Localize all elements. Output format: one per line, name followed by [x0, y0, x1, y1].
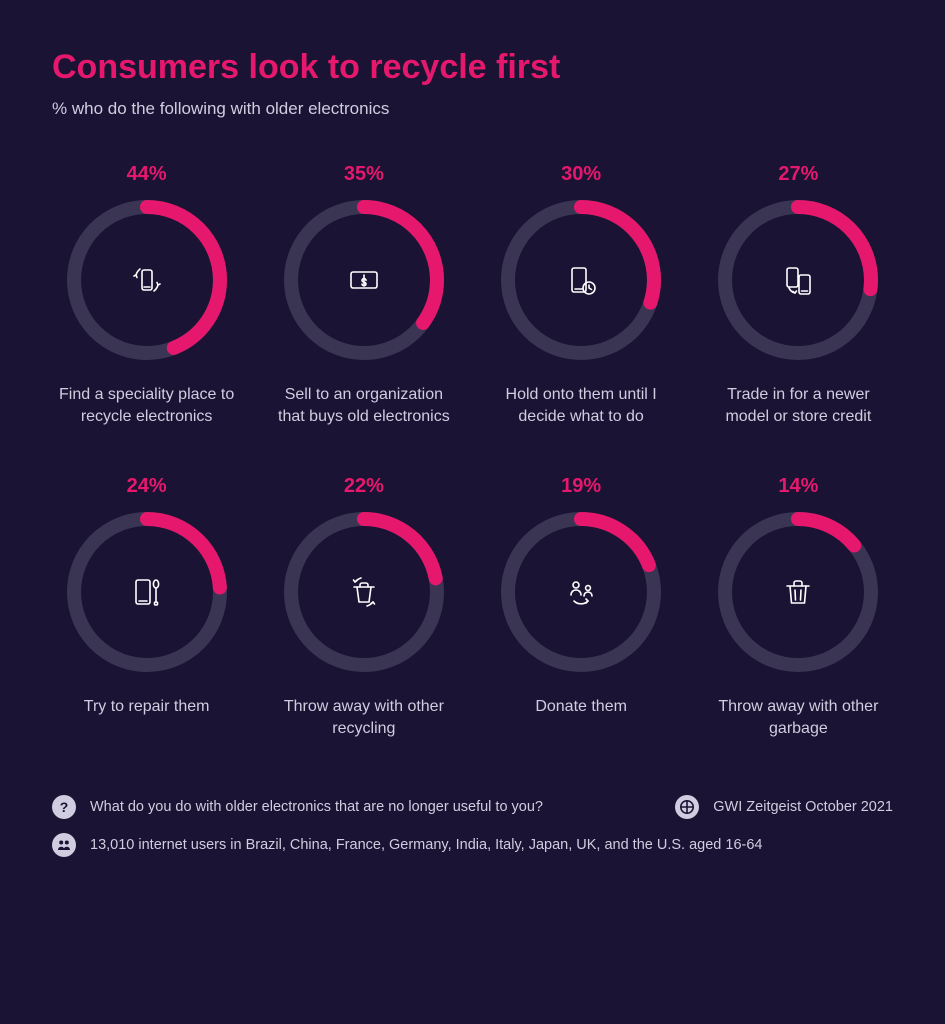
donut-ring — [501, 512, 661, 672]
donut-card: 44% Find a speciality place to recycle e… — [52, 163, 241, 427]
donut-ring — [67, 512, 227, 672]
donut-label: Throw away with other recycling — [274, 696, 454, 739]
donut-card: 30% Hold onto them until I decide what t… — [487, 163, 676, 427]
donut-ring — [718, 512, 878, 672]
donut-card: 35% Sell to an organization that buys ol… — [269, 163, 458, 427]
donut-percent: 30% — [561, 163, 601, 186]
people-icon — [52, 833, 76, 857]
footer-sample-block: 13,010 internet users in Brazil, China, … — [52, 833, 762, 857]
donut-percent: 24% — [127, 475, 167, 498]
donut-card: 14% Throw away with other garbage — [704, 475, 893, 739]
donut-card: 24% Try to repair them — [52, 475, 241, 739]
phone-swap-icon — [718, 200, 878, 360]
donut-card: 27% Trade in for a newer model or store … — [704, 163, 893, 427]
donut-label: Hold onto them until I decide what to do — [491, 384, 671, 427]
people-swap-icon — [501, 512, 661, 672]
donut-ring — [67, 200, 227, 360]
footer-sample: 13,010 internet users in Brazil, China, … — [90, 837, 762, 853]
recycle-bin-icon — [284, 512, 444, 672]
donut-label: Find a speciality place to recycle elect… — [57, 384, 237, 427]
donut-ring — [718, 200, 878, 360]
footer-question-block: ? What do you do with older electronics … — [52, 795, 543, 819]
donut-percent: 44% — [127, 163, 167, 186]
footer-source-block: GWI Zeitgeist October 2021 — [675, 795, 893, 819]
page-title: Consumers look to recycle first — [52, 48, 893, 87]
donut-ring — [284, 200, 444, 360]
page-subtitle: % who do the following with older electr… — [52, 99, 893, 119]
donut-label: Donate them — [535, 696, 627, 718]
donut-label: Try to repair them — [84, 696, 210, 718]
trash-icon — [718, 512, 878, 672]
donut-card: 19% Donate them — [487, 475, 676, 739]
question-icon: ? — [52, 795, 76, 819]
footer-question: What do you do with older electronics th… — [90, 799, 543, 815]
donut-label: Throw away with other garbage — [708, 696, 888, 739]
donut-percent: 14% — [778, 475, 818, 498]
donut-percent: 35% — [344, 163, 384, 186]
dollar-bill-icon — [284, 200, 444, 360]
donut-label: Trade in for a newer model or store cred… — [708, 384, 888, 427]
donut-label: Sell to an organization that buys old el… — [274, 384, 454, 427]
footer: ? What do you do with older electronics … — [52, 795, 893, 857]
footer-source: GWI Zeitgeist October 2021 — [713, 799, 893, 815]
phone-tool-icon — [67, 512, 227, 672]
donut-percent: 22% — [344, 475, 384, 498]
source-icon — [675, 795, 699, 819]
recycle-phone-icon — [67, 200, 227, 360]
donut-percent: 19% — [561, 475, 601, 498]
donut-card: 22% Throw away with other recycling — [269, 475, 458, 739]
donut-grid: 44% Find a speciality place to recycle e… — [52, 163, 893, 739]
donut-ring — [284, 512, 444, 672]
donut-percent: 27% — [778, 163, 818, 186]
phone-clock-icon — [501, 200, 661, 360]
donut-ring — [501, 200, 661, 360]
